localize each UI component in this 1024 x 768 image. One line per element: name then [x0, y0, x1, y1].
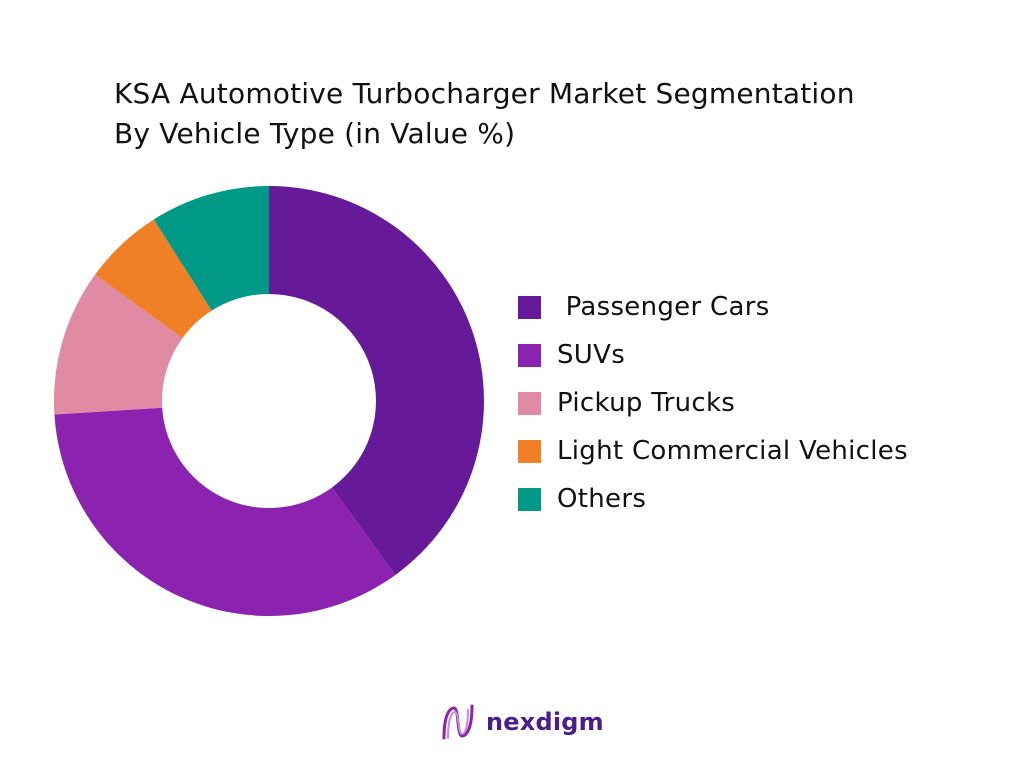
chart-legend: Passenger Cars SUVs Pickup Trucks Light Com…	[518, 283, 908, 523]
legend-swatch	[518, 487, 541, 511]
donut-chart	[54, 186, 485, 616]
donut-slice-others	[153, 186, 269, 311]
donut-slice-light-commercial-vehicles	[95, 219, 212, 339]
chart-title-line-2: By Vehicle Type (in Value %)	[114, 117, 516, 150]
legend-label: Others	[557, 484, 647, 514]
legend-label: Light Commercial Vehicles	[557, 436, 908, 466]
nexdigm-logo-icon	[442, 704, 474, 740]
donut-slice-suvs	[54, 407, 396, 616]
brand-footer: nexdigm	[440, 704, 604, 740]
legend-swatch	[518, 295, 541, 319]
legend-swatch	[518, 391, 541, 415]
chart-title-line-1: KSA Automotive Turbocharger Market Segme…	[114, 77, 855, 110]
legend-swatch	[518, 439, 541, 463]
legend-item: Others	[518, 475, 908, 523]
donut-slice-passenger-cars	[269, 186, 485, 575]
legend-label: Passenger Cars	[557, 292, 770, 322]
legend-item: Pickup Trucks	[518, 379, 908, 427]
legend-item: Light Commercial Vehicles	[518, 427, 908, 475]
legend-item: SUVs	[518, 331, 908, 379]
legend-item: Passenger Cars	[518, 283, 908, 331]
legend-label: SUVs	[557, 340, 626, 370]
legend-label: Pickup Trucks	[557, 388, 736, 418]
brand-name: nexdigm	[486, 708, 604, 736]
chart-title: KSA Automotive Turbocharger Market Segme…	[114, 74, 974, 154]
donut-slice-pickup-trucks	[54, 274, 183, 415]
legend-swatch	[518, 343, 541, 367]
